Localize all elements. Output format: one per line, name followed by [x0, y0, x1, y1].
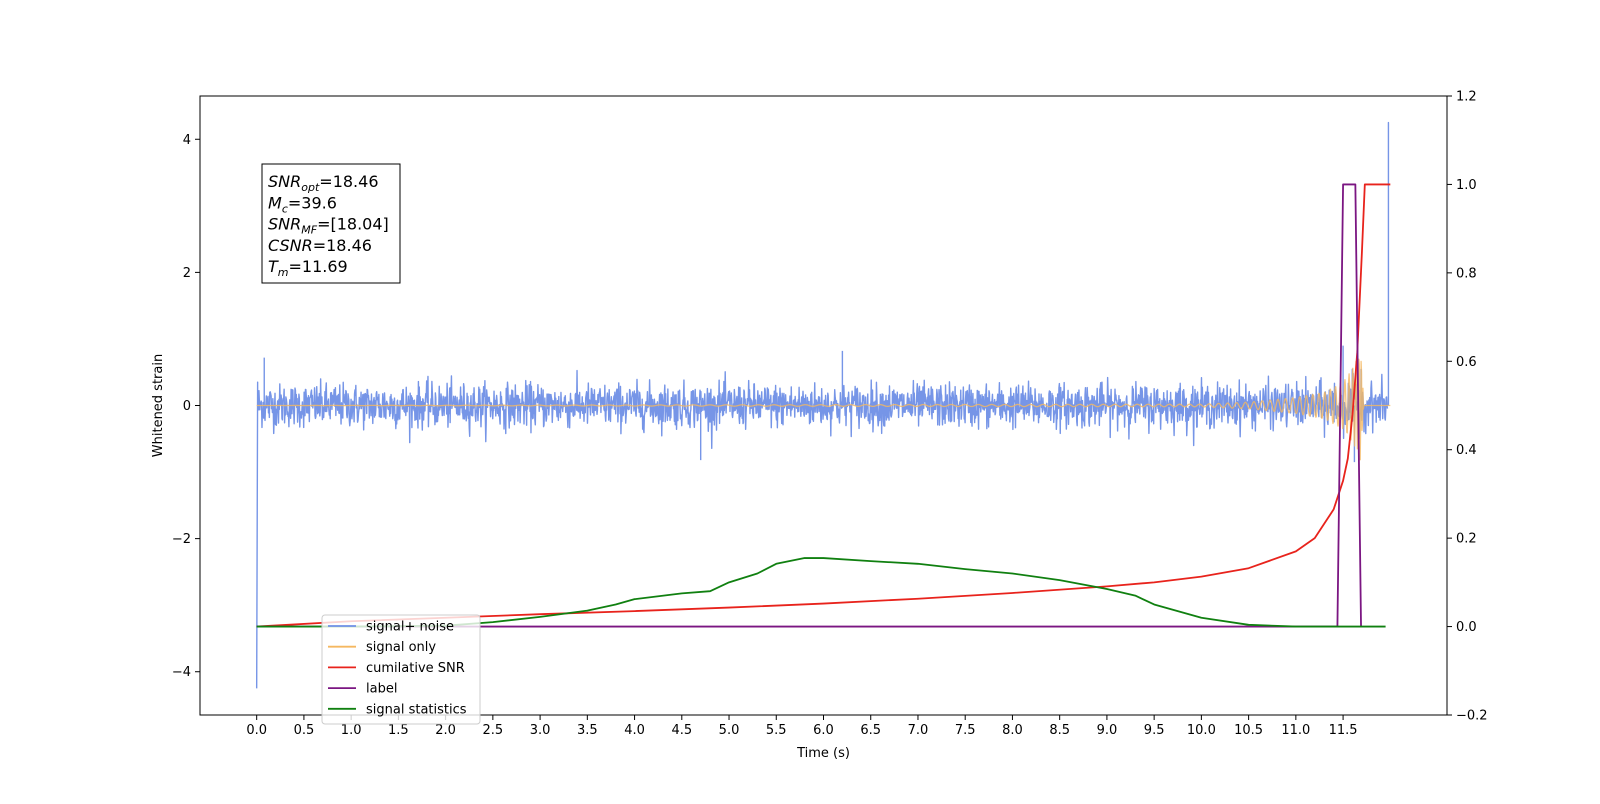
x-tick-label: 8.5: [1049, 723, 1070, 738]
annotation-value: =18.46: [313, 236, 372, 255]
annotation-line: CSNR=18.46: [268, 236, 372, 255]
x-tick-label: 4.0: [624, 723, 645, 738]
axes-layer: 0.0 0.5 1.0 1.5 2.0 2.5 3.0 3.5 4.0 4.5 5.0 5.5 6.0 6…: [151, 90, 1488, 762]
x-tick-label: 6.5: [860, 723, 881, 738]
annotation-value: =[18.04]: [317, 215, 389, 234]
annotation-symbol: M: [268, 193, 282, 212]
y2-tick-label: 1.0: [1456, 178, 1477, 193]
x-tick-label: 1.0: [341, 723, 362, 738]
annotation-box: SNRopt=18.46Mc=39.6SNRMF=[18.04]CSNR=18.…: [261, 163, 401, 284]
y2-tick-label: 0.6: [1456, 355, 1477, 370]
x-tick-label: 7.0: [908, 723, 929, 738]
legend-entry-label: signal+ noise: [366, 620, 454, 635]
legend-frame: [321, 614, 481, 725]
x-tick-label: 3.5: [577, 723, 598, 738]
annotation-line: Mc=39.6: [268, 193, 337, 215]
x-tick-label: 0.5: [294, 723, 315, 738]
y2-tick-label: −0.2: [1456, 709, 1488, 724]
x-tick-label: 0.0: [246, 723, 267, 738]
annotation-frame: [261, 163, 401, 284]
annotation-symbol: CSNR: [268, 236, 313, 255]
y-tick-label: 0: [183, 399, 191, 414]
annotation-line: SNRopt=18.46: [268, 172, 379, 194]
x-tick-label: 4.5: [671, 723, 692, 738]
x-tick-label: 11.0: [1281, 723, 1310, 738]
annotation-value: =18.46: [319, 172, 378, 191]
x-tick-label: 3.0: [530, 723, 551, 738]
y-tick-label: 4: [183, 133, 191, 148]
legend-entry-label: cumilative SNR: [366, 661, 465, 676]
y-tick-label: −2: [172, 532, 191, 547]
x-tick-label: 6.0: [813, 723, 834, 738]
annotation-subscript: c: [282, 202, 288, 215]
series-line-cumilative-snr: [256, 183, 1391, 628]
legend: signal+ noise signal only cumilative SNR la…: [321, 614, 481, 725]
series-line-signal-only: [256, 358, 1391, 461]
x-tick-label: 2.0: [435, 723, 456, 738]
annotation-line: Tm=11.69: [268, 257, 348, 279]
x-tick-label: 5.5: [766, 723, 787, 738]
annotation-subscript: opt: [301, 181, 320, 194]
y2-tick-label: 1.2: [1456, 90, 1477, 105]
x-tick-label: 9.0: [1097, 723, 1118, 738]
annotation-value: =39.6: [288, 193, 337, 212]
y2-tick-label: 0.2: [1456, 532, 1477, 547]
y-tick-label: 2: [183, 266, 191, 281]
x-tick-label: 11.5: [1329, 723, 1358, 738]
x-tick-label: 2.5: [483, 723, 504, 738]
annotation-subscript: MF: [301, 224, 317, 237]
y-tick-label: −4: [172, 665, 191, 680]
annotation-symbol: SNR: [268, 172, 301, 191]
x-tick-label: 10.5: [1234, 723, 1263, 738]
x-tick-label: 7.5: [955, 723, 976, 738]
x-tick-label: 8.0: [1002, 723, 1023, 738]
y2-tick-label: 0.4: [1456, 443, 1477, 458]
x-tick-label: 5.0: [719, 723, 740, 738]
x-tick-label: 9.5: [1144, 723, 1165, 738]
annotation-subscript: m: [278, 266, 289, 279]
x-tick-label: 10.0: [1187, 723, 1216, 738]
annotation-line: SNRMF=[18.04]: [268, 215, 389, 237]
annotation-symbol: T: [268, 257, 279, 276]
legend-entry-label: signal statistics: [366, 702, 467, 717]
annotation-symbol: SNR: [268, 215, 301, 234]
y-axis-label: Whitened strain: [151, 354, 166, 457]
y2-tick-label: 0.8: [1456, 266, 1477, 281]
annotation-value: =11.69: [289, 257, 348, 276]
legend-entry-label: signal only: [366, 640, 436, 655]
legend-entry-label: label: [366, 682, 397, 697]
x-tick-label: 1.5: [388, 723, 409, 738]
y2-tick-label: 0.0: [1456, 620, 1477, 635]
x-axis-label: Time (s): [796, 746, 850, 761]
series-layer: [255, 121, 1391, 689]
series-line-signal-statistics: [256, 557, 1386, 628]
